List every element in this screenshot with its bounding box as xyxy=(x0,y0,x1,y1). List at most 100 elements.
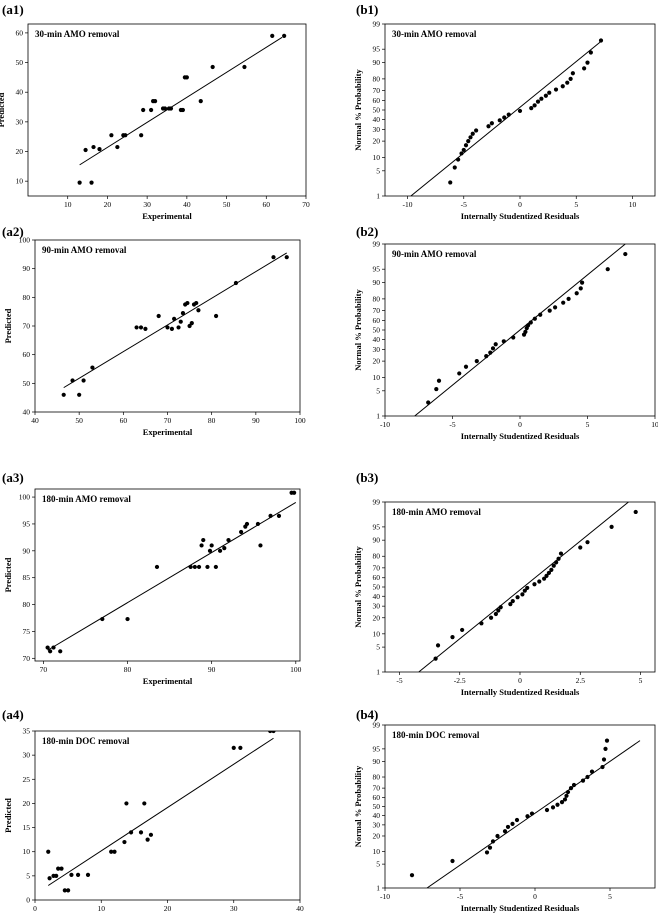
data-point xyxy=(539,96,544,101)
y-tick-label: 80 xyxy=(23,293,31,302)
data-point xyxy=(457,371,462,376)
data-point xyxy=(568,786,574,791)
data-point xyxy=(109,133,114,138)
data-point xyxy=(115,144,120,150)
data-point xyxy=(149,107,154,113)
plot-area xyxy=(414,244,628,416)
data-point xyxy=(194,300,199,306)
data-point xyxy=(433,656,438,661)
x-axis-label: Internally Studentized Residuals xyxy=(461,687,580,697)
data-point xyxy=(242,64,247,70)
data-point xyxy=(128,830,134,835)
data-point xyxy=(601,757,607,762)
panel-a2: (a2) 90-min AMO removal 40 50 60 70 80 90 100 40 5… xyxy=(2,224,306,437)
data-point xyxy=(268,731,273,734)
data-point xyxy=(585,540,590,545)
data-point xyxy=(532,103,537,108)
data-point xyxy=(196,564,202,570)
data-point xyxy=(561,300,566,305)
data-point xyxy=(520,592,525,597)
data-point xyxy=(77,392,82,397)
data-point xyxy=(474,359,479,364)
data-point xyxy=(409,873,415,878)
y-tick-label: 60 xyxy=(373,573,381,582)
data-point xyxy=(490,346,496,351)
y-tick-label: 10 xyxy=(373,373,381,382)
plot-title-b1: 30-min AMO removal xyxy=(392,29,477,39)
y-tick-label: 50 xyxy=(373,106,381,115)
data-point xyxy=(526,323,531,328)
panel-a4: (a4) 180-min DOC removal 0 10 20 30 40 0 5 10 15 20… xyxy=(2,707,304,913)
data-point xyxy=(138,830,144,835)
plot-frame xyxy=(384,724,656,889)
data-point xyxy=(546,570,552,576)
y-tick-label: 40 xyxy=(16,88,24,97)
data-point xyxy=(532,316,537,321)
y-axis-label: Predicted xyxy=(0,92,6,127)
data-point xyxy=(450,635,455,640)
x-tick-label: 100 xyxy=(294,416,306,425)
data-point xyxy=(271,731,276,734)
y-tick-label: 95 xyxy=(373,45,381,54)
data-point xyxy=(604,738,610,743)
y-tick-label: 30 xyxy=(373,820,381,829)
y-tick-label: 100 xyxy=(19,236,31,245)
y-tick-label: 60 xyxy=(23,350,31,359)
fit-line xyxy=(79,36,283,166)
panel-label-a2: (a2) xyxy=(2,224,24,239)
data-point xyxy=(600,764,605,770)
fit-line xyxy=(47,737,274,886)
plot-frame xyxy=(384,501,656,673)
y-tick-label: 30 xyxy=(373,345,381,354)
y-tick-label: 5 xyxy=(376,643,380,652)
plot-title-b3: 180-min AMO removal xyxy=(392,507,481,517)
panel-a1: (a1) 30-min AMO removal 10 20 30 40 50 60 70 10 20… xyxy=(0,2,310,221)
x-tick-label: 40 xyxy=(296,904,304,913)
data-point xyxy=(605,267,610,272)
data-point xyxy=(633,509,638,515)
data-point xyxy=(83,147,88,153)
data-point xyxy=(496,608,501,613)
y-tick-label: 15 xyxy=(23,823,31,832)
y-tick-label: 90 xyxy=(373,58,381,67)
data-point xyxy=(514,817,520,823)
data-point xyxy=(143,326,148,331)
y-tick-label: 90 xyxy=(23,264,31,273)
x-axis-label: Internally Studentized Residuals xyxy=(461,431,580,441)
y-tick-label: 20 xyxy=(373,613,381,622)
data-point xyxy=(532,582,537,587)
data-point xyxy=(169,326,175,331)
y-tick-label: 90 xyxy=(23,546,31,555)
x-tick-label: 30 xyxy=(143,200,151,209)
panel-label-b3: (b3) xyxy=(356,470,378,485)
data-point xyxy=(154,564,160,570)
y-tick-label: 80 xyxy=(23,600,31,609)
data-point xyxy=(582,66,587,71)
y-tick-label: 1 xyxy=(376,192,380,201)
y-tick-label: 5 xyxy=(376,860,380,869)
x-tick-label: 80 xyxy=(208,416,216,425)
data-point xyxy=(508,601,513,607)
data-point xyxy=(568,76,573,81)
data-point xyxy=(484,850,490,855)
data-point xyxy=(178,319,183,324)
x-tick-label: 60 xyxy=(120,416,128,425)
y-tick-label: 40 xyxy=(373,592,381,601)
data-point xyxy=(176,325,181,330)
data-point xyxy=(210,64,215,70)
data-point xyxy=(510,821,515,826)
panel-label-a3: (a3) xyxy=(2,470,24,485)
panel-a3: (a3) 180-min AMO removal 70 80 90 100 70 75 80 85… xyxy=(2,470,302,686)
data-point xyxy=(196,308,201,313)
panel-b4: (b4) 180-min DOC removal -10 -5 0 5 1 5 10 20 3040… xyxy=(353,707,656,913)
y-tick-label: 40 xyxy=(23,408,31,417)
data-point xyxy=(46,849,51,854)
data-point xyxy=(222,546,227,551)
x-tick-label: -2.5 xyxy=(454,676,466,685)
plot-frame xyxy=(34,730,301,901)
data-point xyxy=(578,286,583,291)
data-point xyxy=(574,291,579,296)
data-point xyxy=(271,255,276,260)
y-tick-label: 35 xyxy=(23,727,31,736)
